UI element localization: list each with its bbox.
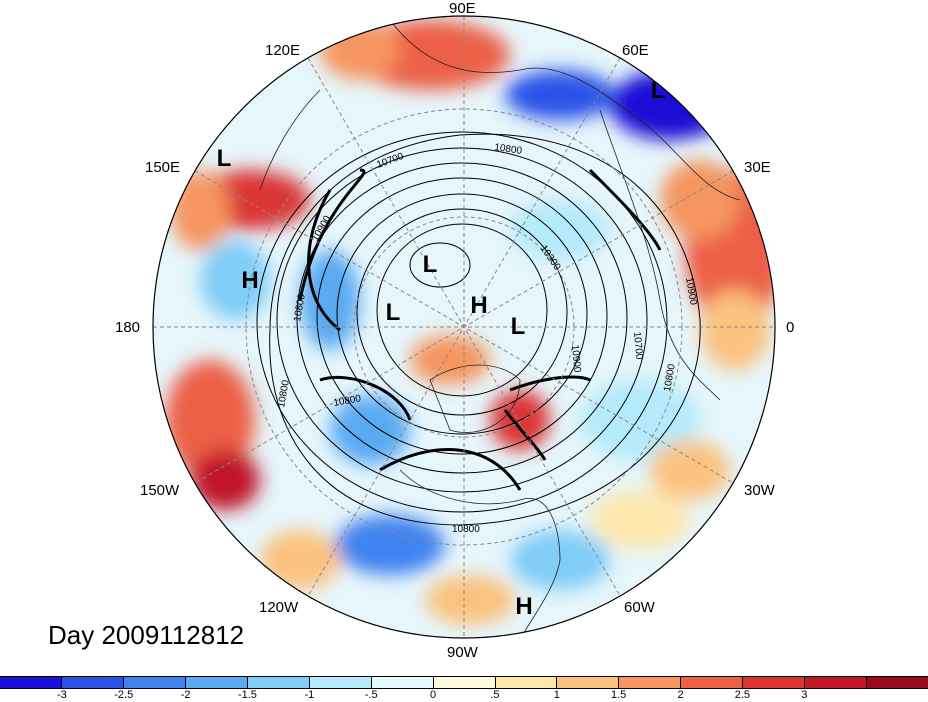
longitude-label-90e: 90E xyxy=(449,0,476,17)
colorbar-bin xyxy=(61,677,124,688)
height-contours xyxy=(256,131,701,526)
colorbar-bin xyxy=(123,677,186,688)
colorbar-tick-label: 1.5 xyxy=(611,689,627,701)
colorbar-bin xyxy=(185,677,248,688)
colorbar-tick-label: 1 xyxy=(553,689,560,701)
anomaly-shading xyxy=(153,16,775,638)
longitude-label-30w: 30W xyxy=(744,482,775,499)
low-center-label: L xyxy=(423,251,438,278)
colorbar-tick-label: 2 xyxy=(677,689,684,701)
contour-label: 10800 xyxy=(276,379,292,409)
colorbar-tick-label: -1.5 xyxy=(237,689,257,701)
colorbar-bin xyxy=(309,677,372,688)
colorbar-tick-label: -3 xyxy=(56,689,67,701)
colorbar-tick-label: -2.5 xyxy=(114,689,134,701)
longitude-label-120w: 120W xyxy=(259,599,299,616)
longitude-label-90w: 90W xyxy=(447,644,478,661)
colorbar-bin xyxy=(557,677,620,688)
colorbar-bin xyxy=(371,677,434,688)
colorbar-bin xyxy=(495,677,558,688)
longitude-label-150e: 150E xyxy=(145,159,181,176)
colorbar-bin xyxy=(743,677,806,688)
map-boundary xyxy=(152,15,776,639)
colorbar-bin xyxy=(867,677,928,688)
high-center-label: H xyxy=(241,267,258,294)
contour-label: 10900 xyxy=(683,277,699,307)
colorbar-bin xyxy=(0,677,62,688)
colorbar-bin xyxy=(433,677,496,688)
colorbar-bin xyxy=(247,677,310,688)
contour-label: 10900 xyxy=(569,344,582,373)
colorbar-tick-label: .5 xyxy=(490,689,500,701)
longitude-label-0: 0 xyxy=(786,319,795,336)
longitude-label-120e: 120E xyxy=(265,42,301,59)
colorbar-tick-label: -.5 xyxy=(364,689,378,701)
colorbar-bin xyxy=(619,677,682,688)
longitude-label-60w: 60W xyxy=(624,599,655,616)
colorbar xyxy=(0,676,928,689)
longitude-label-60e: 60E xyxy=(622,42,649,59)
colorbar-tick-label: -2 xyxy=(180,689,191,701)
graticule xyxy=(153,16,775,638)
low-center-label: L xyxy=(217,145,232,172)
colorbar-tick-label: 2.5 xyxy=(734,689,751,701)
longitude-label-180: 180 xyxy=(115,319,141,336)
high-center-label: H xyxy=(470,292,487,319)
longitude-label-150w: 150W xyxy=(140,482,180,499)
contour-label: 10800 xyxy=(292,293,308,323)
contour-label: 10800 xyxy=(494,142,524,157)
coastlines xyxy=(259,19,741,638)
contour-label: 10700 xyxy=(631,331,644,360)
contour-label: 10800 xyxy=(452,524,480,535)
colorbar-tick-label: 0 xyxy=(430,689,437,701)
colorbar-tick-label: -1 xyxy=(304,689,315,701)
contour-label: 10800 xyxy=(333,393,363,409)
low-center-label: L xyxy=(386,299,401,326)
low-center-label: L xyxy=(651,77,666,104)
colorbar-bin xyxy=(681,677,744,688)
contour-label: 10800 xyxy=(662,363,678,393)
longitude-label-30e: 30E xyxy=(744,159,771,176)
pressure-centers: L L L L L H H H xyxy=(217,77,666,620)
day-title: Day 2009112812 xyxy=(48,620,245,650)
low-center-label: L xyxy=(511,313,526,340)
colorbar-tick-label: 3 xyxy=(801,689,808,701)
high-center-label: H xyxy=(515,593,532,620)
colorbar-bin xyxy=(805,677,868,688)
